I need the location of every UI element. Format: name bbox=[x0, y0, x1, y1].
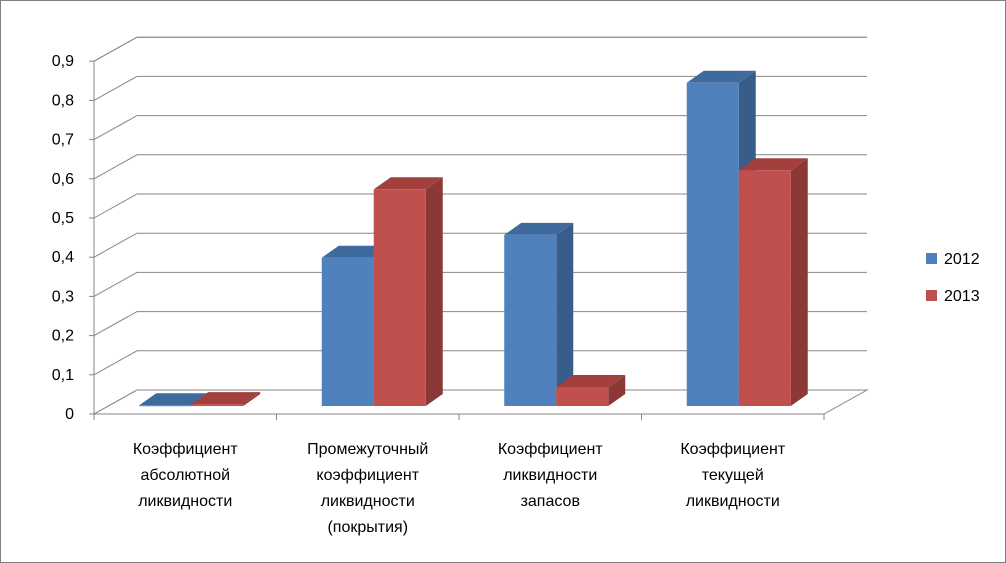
bar-top bbox=[191, 392, 261, 405]
bar-front bbox=[686, 82, 739, 407]
axes bbox=[89, 60, 825, 420]
bar bbox=[556, 374, 626, 406]
bar bbox=[738, 158, 808, 406]
x-tick-label: Коэффициент ликвидности запасов bbox=[498, 441, 603, 510]
x-tick-label: Коэффициент текущей ликвидности bbox=[680, 441, 785, 510]
bar-top bbox=[373, 177, 443, 190]
gridline bbox=[93, 75, 867, 101]
y-tick-label: 0,7 bbox=[52, 132, 74, 149]
bar-side bbox=[425, 177, 443, 406]
gridline bbox=[93, 232, 867, 258]
bar-top bbox=[738, 158, 808, 171]
bar-side bbox=[790, 158, 808, 406]
bar-top bbox=[504, 222, 574, 235]
gridline bbox=[93, 115, 867, 141]
bar-front bbox=[139, 405, 192, 407]
gridline bbox=[93, 350, 867, 376]
bar-front bbox=[191, 404, 244, 406]
y-tick-label: 0 bbox=[65, 406, 74, 423]
x-axis-labels: Коэффициент абсолютной ликвидности Промежут… bbox=[133, 441, 786, 536]
bar-front bbox=[556, 386, 609, 406]
y-tick-label: 0,8 bbox=[52, 92, 74, 109]
bar-front bbox=[321, 257, 374, 406]
y-tick-label: 0,6 bbox=[52, 171, 74, 188]
bar bbox=[504, 222, 574, 406]
y-tick-label: 0,3 bbox=[52, 288, 74, 305]
back-wall-top-edge bbox=[93, 36, 867, 62]
bar-top bbox=[139, 393, 209, 406]
y-tick-label: 0,9 bbox=[52, 53, 74, 70]
legend-label: 2013 bbox=[944, 288, 980, 305]
y-tick-label: 0,1 bbox=[52, 367, 74, 384]
gridlines bbox=[93, 36, 867, 415]
legend: 2012 2013 bbox=[926, 251, 980, 305]
bar-top bbox=[686, 70, 756, 83]
y-tick-label: 0,4 bbox=[52, 249, 74, 266]
legend-swatch bbox=[926, 290, 937, 301]
x-tick-label: Промежуточный коэффициент ликвидности (покр… bbox=[307, 441, 428, 536]
legend-swatch bbox=[926, 253, 937, 264]
x-tick-label: Коэффициент абсолютной ликвидности bbox=[133, 441, 238, 510]
gridline bbox=[93, 36, 867, 62]
bar-front bbox=[373, 189, 426, 406]
bar-top bbox=[556, 374, 626, 387]
y-axis-ticks: 0 0,1 0,2 0,3 0,4 0,5 0,6 0,7 0,8 0,9 bbox=[52, 53, 74, 423]
gridline bbox=[93, 271, 867, 297]
gridline bbox=[93, 311, 867, 337]
legend-label: 2012 bbox=[944, 251, 980, 268]
bar bbox=[373, 177, 443, 406]
gridline bbox=[93, 193, 867, 219]
y-tick-label: 0,5 bbox=[52, 210, 74, 227]
bar bbox=[191, 392, 261, 406]
bar-side bbox=[243, 392, 261, 406]
bar-side bbox=[608, 374, 626, 406]
bar-front bbox=[738, 170, 791, 406]
gridline bbox=[93, 154, 867, 180]
bars bbox=[139, 70, 808, 407]
bar-top bbox=[321, 245, 391, 258]
y-tick-label: 0,2 bbox=[52, 328, 74, 345]
bar-side bbox=[556, 222, 574, 406]
bar-front bbox=[504, 234, 557, 406]
